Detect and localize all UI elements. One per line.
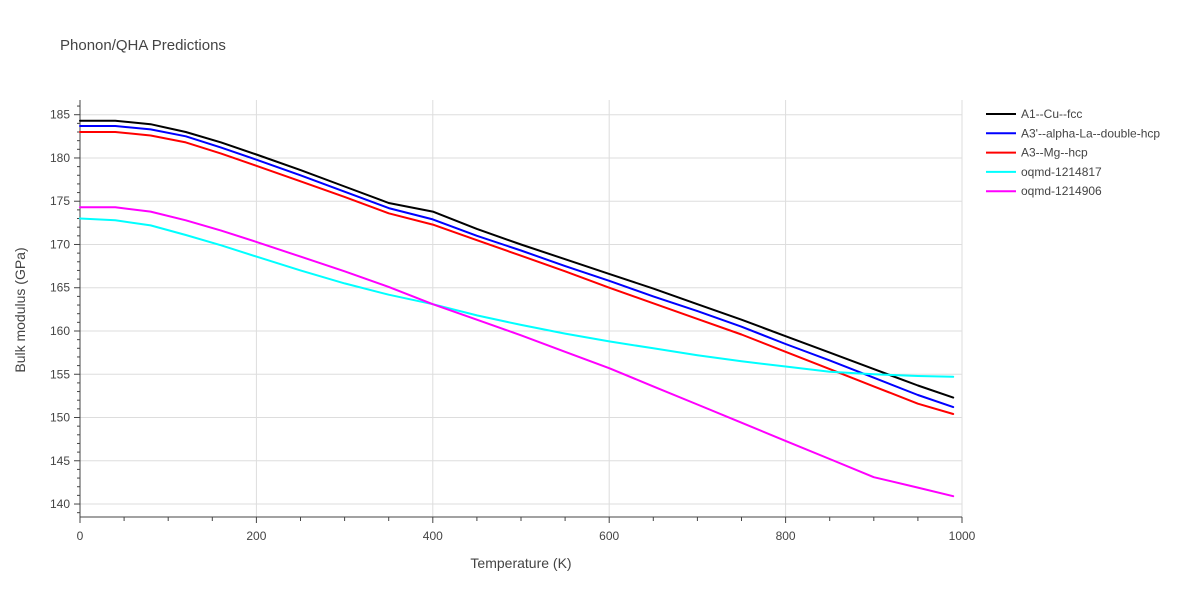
x-tick-label: 0	[77, 529, 84, 543]
y-tick-label: 180	[50, 151, 70, 165]
y-tick-label: 175	[50, 194, 70, 208]
grid	[80, 100, 963, 517]
series-line-1	[79, 119, 955, 399]
series-line-3	[79, 131, 955, 415]
series-line-5	[79, 206, 955, 498]
y-tick-label: 185	[50, 108, 70, 122]
chart-title: Phonon/QHA Predictions	[60, 37, 226, 54]
legend-label: A3'--alpha-La--double-hcp	[1021, 126, 1160, 140]
x-tick-label: 600	[599, 529, 619, 543]
x-tick-label: 800	[776, 529, 796, 543]
y-tick-label: 150	[50, 411, 70, 425]
y-tick-label: 160	[50, 324, 70, 338]
y-tick-label: 145	[50, 454, 70, 468]
x-tick-label: 200	[246, 529, 266, 543]
legend-label: oqmd-1214817	[1021, 165, 1102, 179]
axes: 0 200 400 600 800 1000 140 145 150 155 160 165 170 17…	[50, 100, 976, 543]
y-axis-title: Bulk modulus (GPa)	[12, 247, 28, 372]
x-tick-label: 1000	[949, 529, 976, 543]
legend-label: A3--Mg--hcp	[1021, 146, 1088, 160]
legend-label: oqmd-1214906	[1021, 184, 1102, 198]
legend-label: A1--Cu--fcc	[1021, 107, 1082, 121]
x-axis-title: Temperature (K)	[470, 555, 571, 571]
y-tick-label: 140	[50, 497, 70, 511]
y-tick-label: 155	[50, 367, 70, 381]
legend: A1--Cu--fcc A3'--alpha-La--double-hcp A3--…	[986, 107, 1160, 198]
series-layer	[79, 119, 955, 498]
series-line-4	[79, 217, 955, 378]
x-tick-label: 400	[423, 529, 443, 543]
y-tick-label: 165	[50, 281, 70, 295]
series-line-2	[79, 125, 955, 409]
y-tick-label: 170	[50, 237, 70, 251]
